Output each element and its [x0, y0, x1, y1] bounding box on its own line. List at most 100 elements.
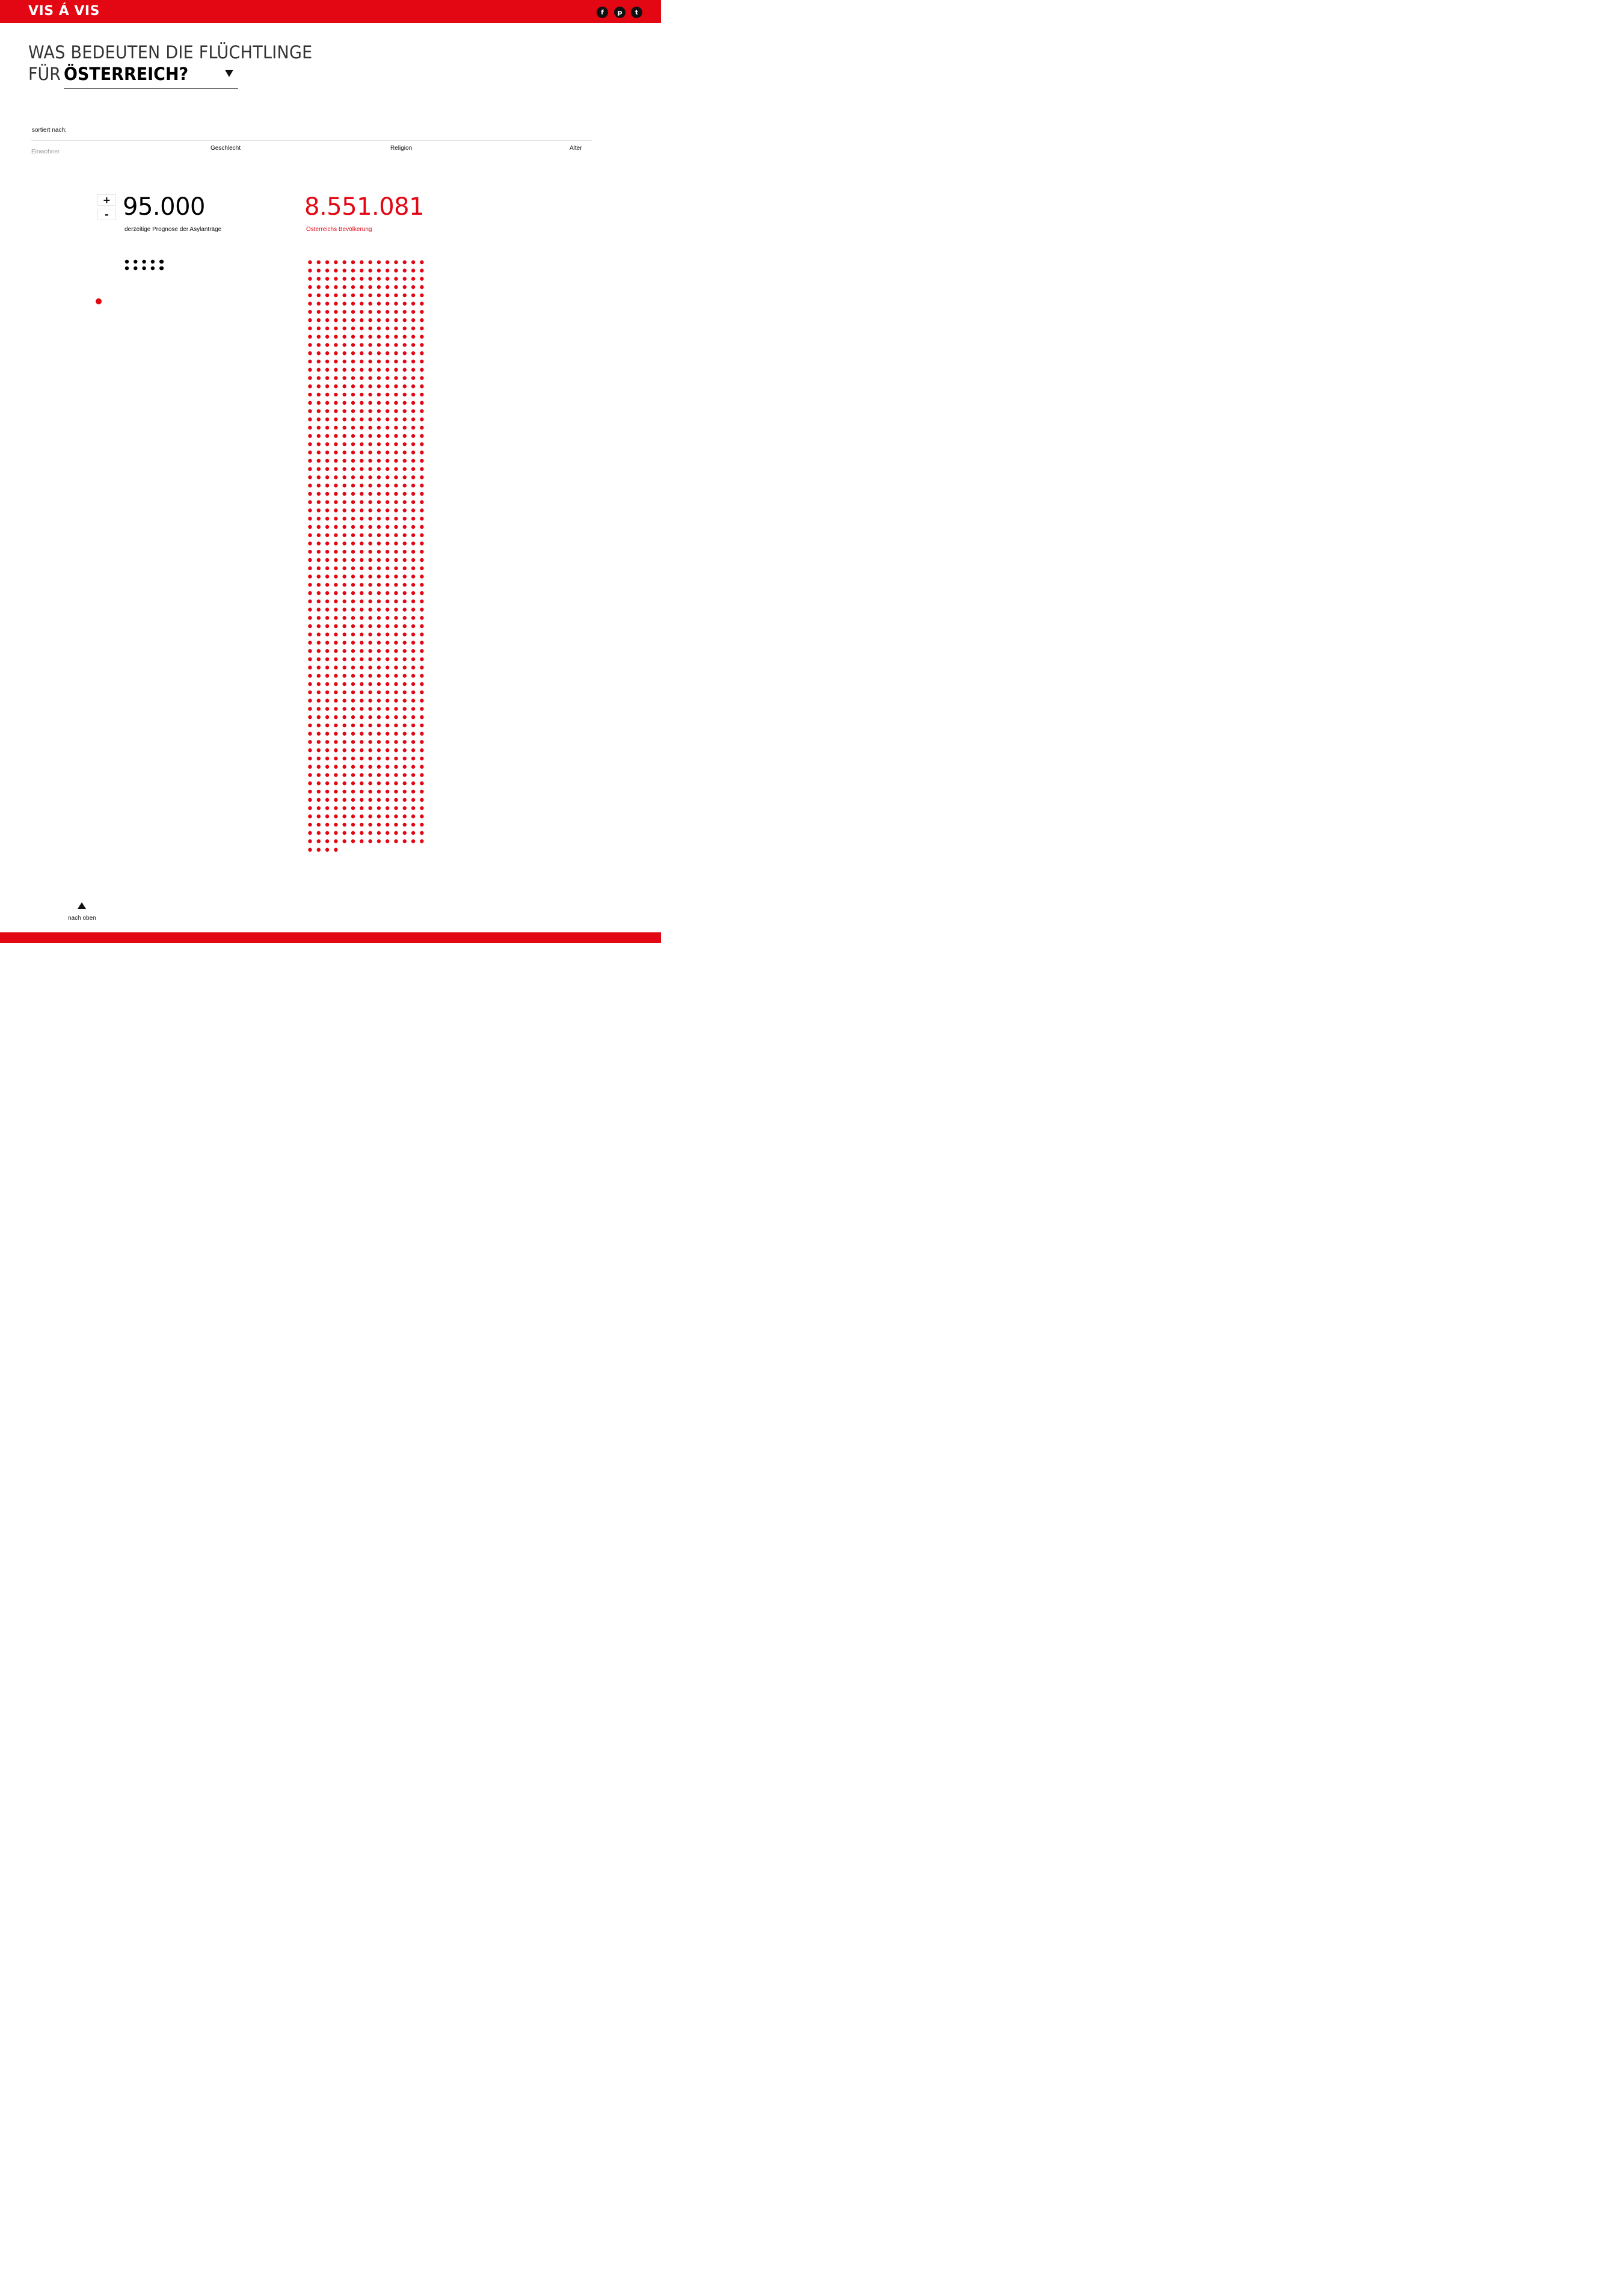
population-dot	[325, 773, 330, 777]
population-dot	[411, 715, 416, 719]
population-dot	[325, 351, 330, 355]
population-dot	[308, 351, 312, 355]
population-dot	[420, 657, 424, 662]
population-dot	[351, 674, 355, 678]
population-dot	[360, 525, 364, 529]
population-dot	[368, 351, 372, 355]
population-dot	[360, 401, 364, 405]
population-dot	[334, 384, 338, 389]
twitter-icon[interactable]: t	[631, 7, 642, 18]
population-dot	[334, 715, 338, 719]
brand-logo[interactable]: VIS Á VIS	[28, 4, 100, 19]
population-dot	[325, 301, 330, 306]
population-dot	[386, 491, 390, 496]
population-dot	[376, 574, 381, 579]
population-dot	[376, 277, 381, 281]
population-dot	[334, 425, 338, 430]
population-dot	[386, 591, 390, 596]
decrease-button[interactable]: -	[97, 209, 116, 220]
population-dot	[368, 740, 372, 744]
population-dot	[386, 806, 390, 810]
population-dot	[360, 574, 364, 579]
population-dot	[402, 260, 407, 265]
back-to-top-button[interactable]: nach oben	[65, 901, 99, 925]
population-dot	[316, 723, 321, 728]
population-dot	[394, 806, 398, 810]
increase-button[interactable]: +	[97, 194, 116, 206]
population-dot	[411, 599, 416, 603]
population-dot	[402, 409, 407, 413]
population-dot	[394, 541, 398, 546]
population-dot	[316, 682, 321, 686]
population-dot	[420, 417, 424, 422]
population-dot	[316, 756, 321, 761]
population-dot	[394, 326, 398, 331]
population-dot	[342, 707, 346, 711]
population-dot	[316, 814, 321, 819]
population-dot	[402, 318, 407, 322]
population-dot	[376, 731, 381, 736]
population-dot	[360, 682, 364, 686]
population-dot	[368, 326, 372, 331]
population-dot	[334, 632, 338, 636]
population-dot	[394, 384, 398, 389]
population-dot	[308, 574, 312, 579]
population-dot	[411, 359, 416, 364]
population-dot	[411, 707, 416, 711]
arrow-up-icon	[78, 902, 86, 909]
population-dot	[342, 566, 346, 570]
population-dot	[325, 260, 330, 265]
population-dot	[402, 624, 407, 629]
pinterest-icon[interactable]: p	[614, 7, 625, 18]
population-dot	[402, 500, 407, 504]
population-dot	[325, 740, 330, 744]
population-dot	[386, 359, 390, 364]
sort-option-einwohner[interactable]: Einwohner	[31, 149, 60, 155]
population-dot	[368, 368, 372, 372]
population-dot	[402, 392, 407, 397]
population-dot	[342, 682, 346, 686]
population-dot	[325, 781, 330, 786]
population-dot	[308, 806, 312, 810]
country-dropdown[interactable]: ÖSTERREICH?	[64, 63, 238, 89]
population-dot	[394, 508, 398, 512]
population-dot	[376, 326, 381, 331]
population-dot	[316, 310, 321, 314]
population-dot	[368, 550, 372, 554]
population-dot	[334, 301, 338, 306]
population-dot	[368, 707, 372, 711]
population-dot	[394, 748, 398, 753]
population-dot	[325, 599, 330, 603]
population-dot	[308, 318, 312, 322]
sort-option-alter[interactable]: Alter	[570, 145, 582, 152]
population-dot	[420, 293, 424, 298]
facebook-icon[interactable]: f	[597, 7, 608, 18]
population-dot	[360, 723, 364, 728]
population-dot	[360, 268, 364, 272]
population-dot	[351, 392, 355, 397]
population-dot	[360, 277, 364, 281]
refugee-count-caption: derzeitige Prognose der Asylanträge	[124, 226, 222, 233]
population-dot	[308, 657, 312, 662]
population-dot	[394, 632, 398, 636]
population-dot	[342, 715, 346, 719]
population-dot	[351, 814, 355, 819]
population-dot	[334, 599, 338, 603]
population-dot	[334, 508, 338, 512]
population-dot	[351, 616, 355, 620]
population-dot	[376, 268, 381, 272]
population-dot	[316, 566, 321, 570]
population-dot	[368, 392, 372, 397]
sort-option-geschlecht[interactable]: Geschlecht	[210, 145, 241, 152]
sort-option-religion[interactable]: Religion	[390, 145, 413, 152]
population-dot	[360, 608, 364, 612]
population-dot	[334, 698, 338, 703]
refugee-dot	[159, 266, 164, 271]
population-dot	[368, 475, 372, 479]
population-dot	[360, 599, 364, 603]
population-dot	[325, 343, 330, 347]
population-dot	[420, 434, 424, 438]
population-dot	[368, 310, 372, 314]
population-dot	[386, 260, 390, 265]
population-dot	[316, 467, 321, 471]
